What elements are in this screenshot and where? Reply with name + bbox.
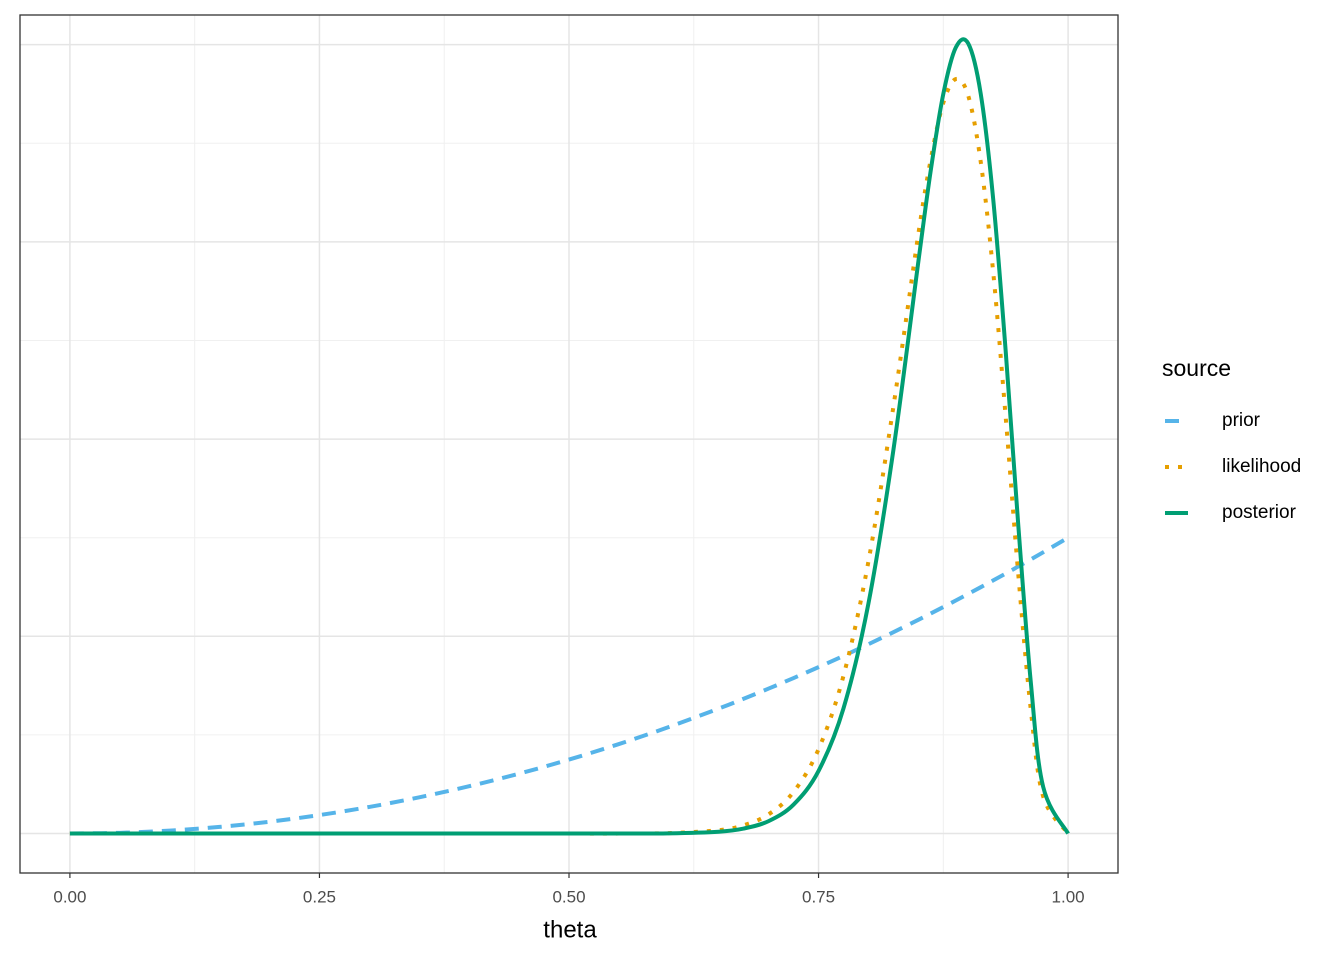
legend-label: posterior (1222, 502, 1297, 523)
legend-title: source (1162, 355, 1231, 381)
legend-label: likelihood (1222, 456, 1301, 477)
x-tick-label: 0.25 (303, 887, 336, 906)
x-axis-title: theta (543, 916, 597, 943)
series-line (69, 37, 1070, 836)
x-tick-label: 0.75 (802, 887, 835, 906)
panel-border (19, 14, 1119, 874)
x-tick-label: 0.00 (53, 887, 86, 906)
legend-label: prior (1222, 410, 1261, 431)
x-tick-label: 1.00 (1052, 887, 1085, 906)
x-tick-label: 0.50 (552, 887, 585, 906)
series-line (69, 535, 1070, 836)
